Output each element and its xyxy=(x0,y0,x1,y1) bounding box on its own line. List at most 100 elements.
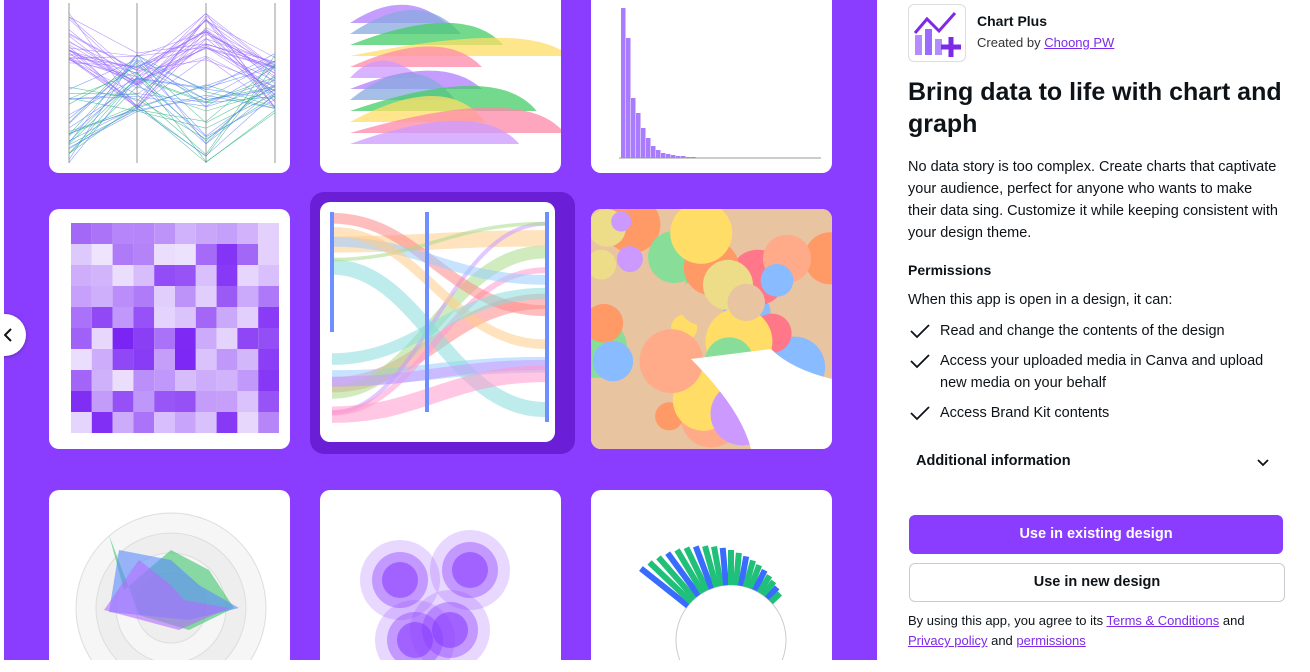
thumb-graphic xyxy=(639,545,787,660)
decor xyxy=(68,64,276,157)
chevron-icon[interactable] xyxy=(1255,455,1271,471)
decor xyxy=(452,552,488,588)
decor xyxy=(68,66,276,107)
decor xyxy=(195,391,217,412)
thumb-radar[interactable] xyxy=(49,490,290,660)
permission-item: Read and change the contents of the desi… xyxy=(908,320,1284,342)
decor xyxy=(216,328,238,349)
decor xyxy=(112,391,134,412)
author-link[interactable]: Choong PW xyxy=(1044,35,1115,50)
decor xyxy=(68,48,276,78)
decor xyxy=(68,20,276,74)
decor xyxy=(133,286,155,307)
thumb-circular-bar[interactable] xyxy=(591,490,832,660)
decor xyxy=(258,328,279,349)
decor xyxy=(237,349,259,370)
check-icon xyxy=(910,406,930,421)
decor xyxy=(68,12,276,108)
thumb-histogram[interactable] xyxy=(591,0,832,173)
decor xyxy=(237,391,259,412)
decor xyxy=(91,244,113,265)
decor xyxy=(68,66,276,116)
decor xyxy=(545,212,549,422)
decor xyxy=(258,349,279,370)
decor xyxy=(133,307,155,328)
thumb-parallel[interactable] xyxy=(49,0,290,173)
decor xyxy=(91,307,113,328)
decor xyxy=(216,244,238,265)
decor xyxy=(591,303,624,343)
thumb-map[interactable] xyxy=(591,209,832,449)
thumb-ridgeline[interactable] xyxy=(320,0,561,173)
description: No data story is too complex. Create cha… xyxy=(908,159,1278,241)
decor xyxy=(237,244,259,265)
decor xyxy=(237,370,259,391)
thumb-heatmap[interactable] xyxy=(49,209,290,449)
decor xyxy=(133,328,155,349)
terms-link[interactable]: Terms & Conditions xyxy=(1106,613,1220,628)
decor xyxy=(112,349,134,370)
decor xyxy=(237,307,259,328)
primary-button[interactable]: Use in existing design xyxy=(909,515,1283,554)
decor xyxy=(175,223,196,244)
decor xyxy=(258,412,279,433)
decor xyxy=(68,63,276,145)
decor xyxy=(91,223,113,244)
decor xyxy=(216,265,238,286)
permission-text: Read and change the contents of the desi… xyxy=(940,323,1225,339)
decor xyxy=(665,551,702,598)
decor xyxy=(195,286,217,307)
decor xyxy=(661,153,666,158)
decor xyxy=(804,232,832,285)
decor xyxy=(674,548,706,595)
decor xyxy=(611,211,632,232)
decor xyxy=(752,568,768,592)
prev-arrow[interactable] xyxy=(4,314,26,356)
decor xyxy=(112,286,134,307)
thumb-density[interactable] xyxy=(320,490,561,660)
decor xyxy=(711,545,725,587)
decor xyxy=(671,155,676,158)
decor xyxy=(71,349,92,370)
text: By using this app, you agree to its xyxy=(908,613,1104,628)
decor xyxy=(237,328,259,349)
decor xyxy=(331,236,546,285)
decor xyxy=(68,31,276,107)
decor xyxy=(258,265,279,286)
permission-item: Access your uploaded media in Canva and … xyxy=(908,350,1284,394)
decor xyxy=(68,47,276,83)
text: and xyxy=(991,633,1013,648)
heading: Bring data to life with chart and graph xyxy=(908,78,1282,138)
decor xyxy=(258,223,279,244)
decor xyxy=(195,244,217,265)
decor xyxy=(331,221,546,262)
decor xyxy=(91,286,113,307)
additional-info[interactable]: Additional information xyxy=(916,453,1071,469)
decor xyxy=(195,328,217,349)
app-author: Created by Choong PW xyxy=(977,35,1114,50)
decor xyxy=(651,146,656,158)
decor xyxy=(91,328,113,349)
decor xyxy=(68,54,276,144)
secondary-button[interactable]: Use in new design xyxy=(909,563,1285,602)
decor xyxy=(71,370,92,391)
privacy-link[interactable]: Privacy policy xyxy=(908,633,988,648)
decor xyxy=(616,246,643,273)
decor xyxy=(68,18,276,102)
decor xyxy=(112,412,134,433)
decor xyxy=(756,574,773,595)
chart-gallery xyxy=(4,0,877,660)
decor xyxy=(91,265,113,286)
thumb-graphic xyxy=(350,4,561,144)
decor xyxy=(666,154,671,158)
permissions-intro: When this app is open in a design, it ca… xyxy=(908,292,1173,308)
thumb-graphic xyxy=(360,530,510,660)
thumb-sankey[interactable] xyxy=(320,202,555,442)
decor xyxy=(175,391,196,412)
permissions-link[interactable]: permissions xyxy=(1016,633,1086,648)
decor xyxy=(216,391,238,412)
arrow-icon xyxy=(4,328,12,342)
decor xyxy=(631,98,636,158)
decor xyxy=(350,107,561,133)
decor xyxy=(71,412,92,433)
